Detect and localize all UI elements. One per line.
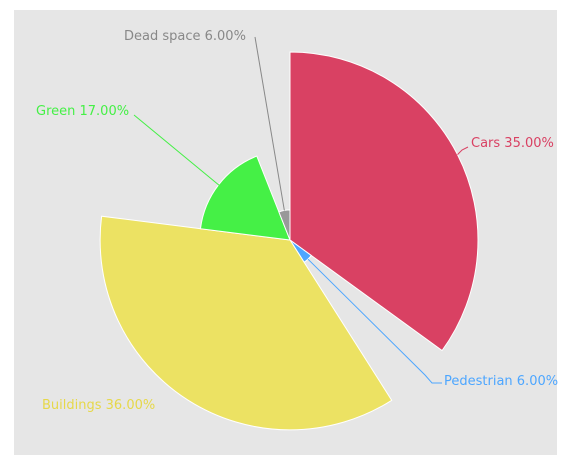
data-label-pedestrian: Pedestrian 6.00% (444, 374, 558, 389)
data-label-cars: Cars 35.00% (471, 136, 554, 151)
leader-line-cars (457, 146, 469, 155)
data-label-green: Green 17.00% (36, 104, 129, 119)
pie-slice-cars[interactable] (289, 51, 479, 352)
leader-line-dead-space (254, 36, 285, 211)
pie-slice-green[interactable] (199, 155, 291, 241)
pie-slice-buildings[interactable] (99, 215, 393, 431)
leader-line-pedestrian (307, 258, 442, 384)
leader-line-green (133, 114, 221, 187)
data-label-buildings: Buildings 36.00% (42, 398, 155, 413)
data-label-dead-space: Dead space 6.00% (124, 29, 246, 44)
